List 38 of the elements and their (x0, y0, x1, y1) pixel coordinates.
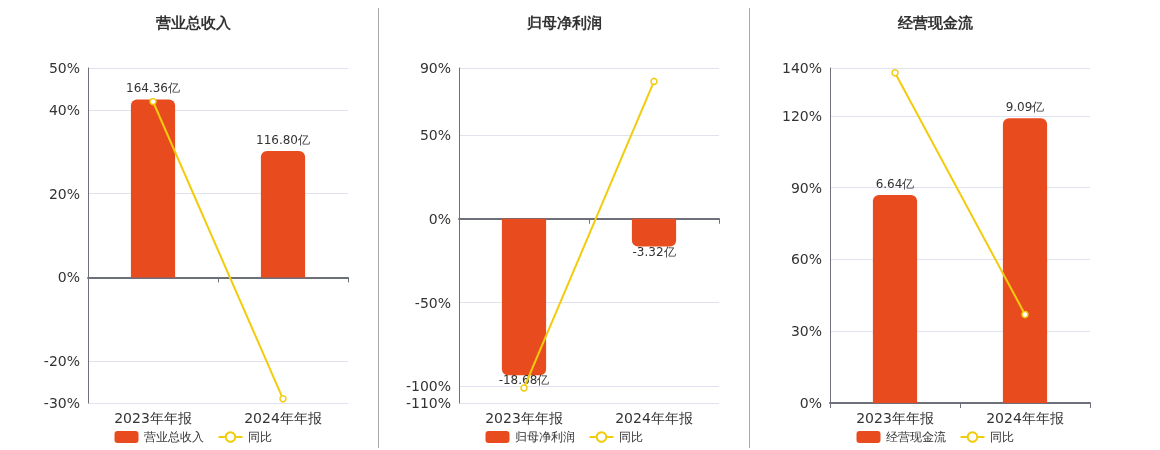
data-label: -3.32亿 (632, 244, 676, 259)
x-tick-label: 2024年年报 (986, 410, 1064, 426)
y-tick-label: 60% (790, 251, 822, 268)
y-tick-label: 20% (48, 185, 80, 202)
legend-label: 营业总收入 (143, 430, 204, 444)
legend-label: 同比 (618, 430, 643, 444)
legend-label: 经营现金流 (885, 430, 946, 444)
y-tick-label: -110% (405, 395, 451, 411)
data-label: 9.09亿 (1005, 100, 1045, 115)
y-tick-label: 50% (48, 60, 80, 76)
y-tick-label: 0% (428, 210, 451, 227)
y-tick-label: -30% (43, 395, 80, 411)
chart-title: 营业总收入 (154, 13, 232, 32)
x-tick-label: 2024年年报 (244, 410, 322, 426)
legend-label: 同比 (247, 430, 272, 444)
y-tick-label: 140% (781, 60, 822, 76)
y-tick-label: -20% (43, 353, 80, 370)
y-tick-label: 0% (799, 395, 822, 411)
y-tick-label: -100% (405, 378, 451, 395)
y-tick-label: 0% (57, 269, 80, 286)
y-tick-label: 90% (419, 60, 451, 76)
data-label: 116.80亿 (256, 132, 310, 147)
y-tick-label: 90% (790, 179, 822, 196)
y-tick-label: 40% (48, 101, 80, 118)
legend-label: 同比 (989, 430, 1014, 444)
y-tick-label: 120% (781, 107, 822, 124)
y-tick-label: -50% (414, 294, 451, 311)
y-tick-label: 30% (790, 323, 822, 340)
legend-label: 归母净利润 (514, 430, 575, 444)
y-tick-label: 50% (419, 127, 451, 143)
chart-title: 归母净利润 (525, 13, 602, 32)
x-tick-label: 2024年年报 (615, 410, 693, 426)
x-tick-label: 2023年年报 (485, 410, 563, 426)
chart-title: 经营现金流 (896, 13, 974, 32)
data-label: 164.36亿 (126, 81, 180, 96)
data-label: 6.64亿 (875, 177, 915, 191)
x-tick-label: 2023年年报 (114, 410, 192, 426)
x-tick-label: 2023年年报 (856, 410, 934, 426)
